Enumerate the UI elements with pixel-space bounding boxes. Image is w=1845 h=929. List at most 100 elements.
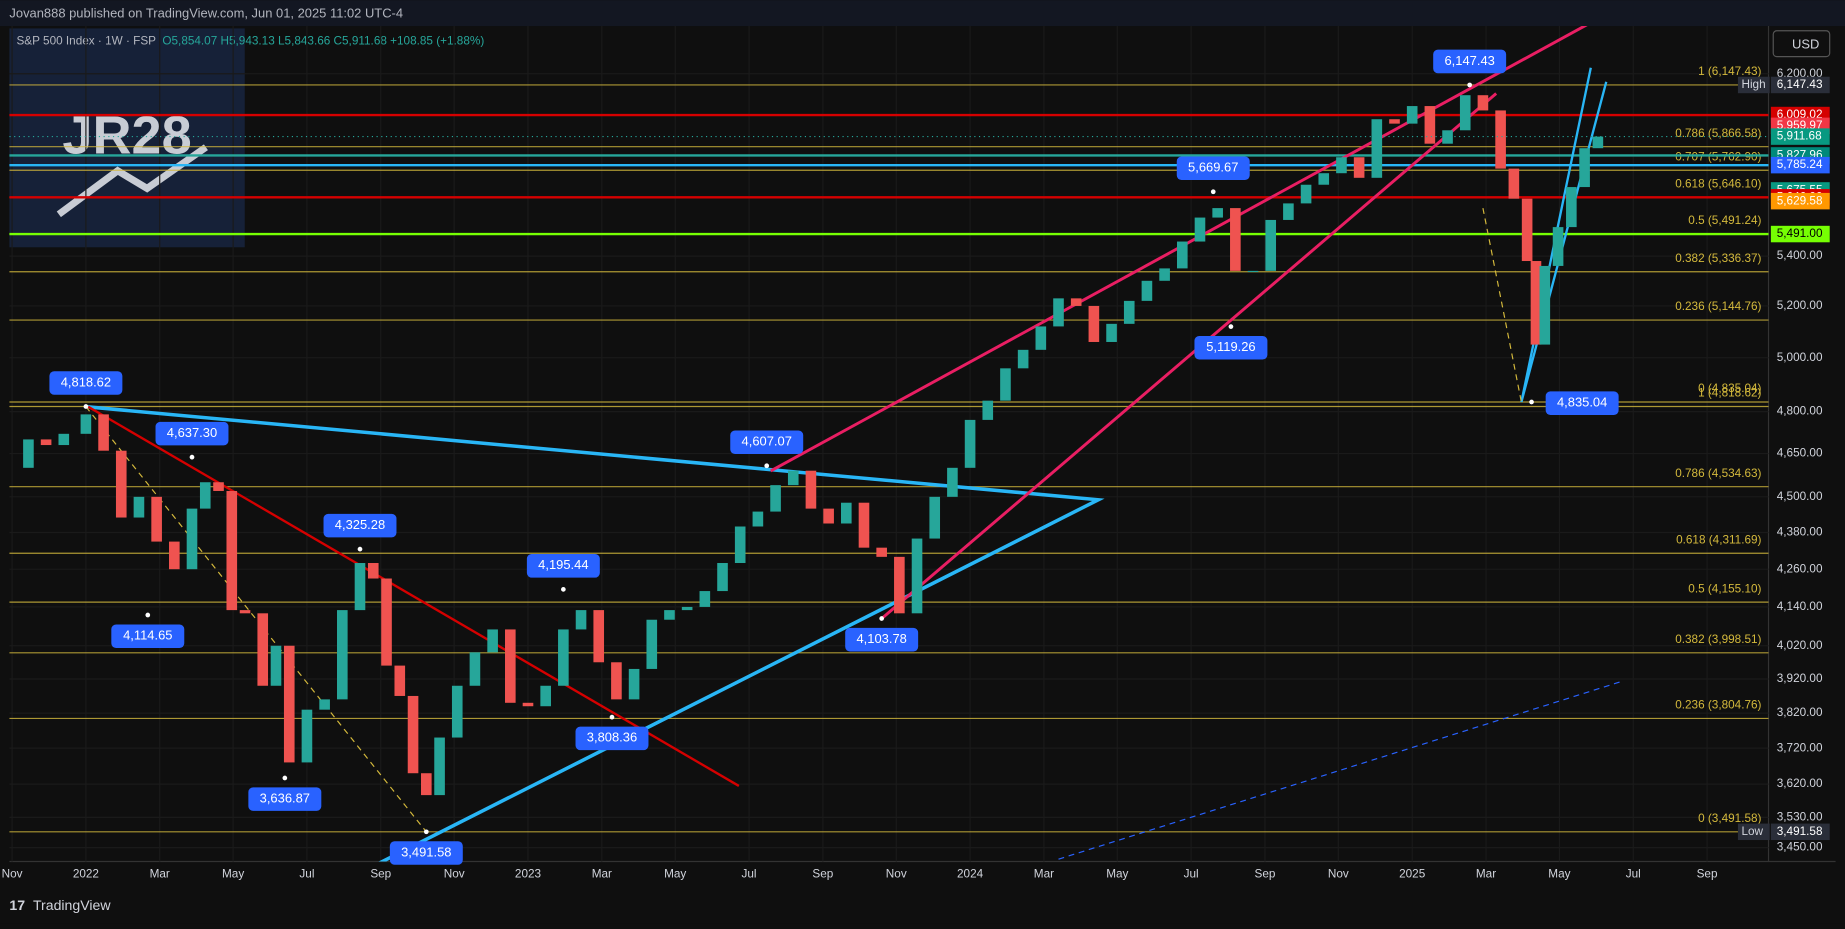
- fib-label: 0.5 (4,155.10): [1688, 582, 1761, 595]
- candle: [1053, 298, 1064, 327]
- fib-label: 0.618 (5,646.10): [1675, 177, 1761, 190]
- candle: [367, 563, 379, 579]
- annotation-point: [83, 404, 89, 409]
- candle: [133, 496, 145, 518]
- candle: [858, 502, 870, 548]
- x-tick-label: Nov: [1328, 868, 1349, 881]
- x-tick-label: Mar: [592, 868, 612, 881]
- candle: [283, 645, 295, 763]
- x-tick-label: 2025: [1399, 868, 1426, 881]
- candle: [337, 610, 348, 700]
- x-tick-label: Nov: [2, 868, 23, 881]
- candle: [1265, 219, 1277, 271]
- candle: [752, 511, 764, 527]
- y-tick-label: 5,000.00: [1777, 351, 1823, 364]
- x-tick-label: 2023: [515, 868, 542, 881]
- candle: [434, 737, 445, 796]
- candle: [1318, 173, 1330, 185]
- x-tick-label: Mar: [1476, 868, 1496, 881]
- ohlc: O5,854.07 H5,943.13 L5,843.66 C5,911.68 …: [162, 34, 484, 47]
- y-tick-label: 6,200.00: [1777, 67, 1823, 80]
- fib-label: 0 (3,491.58): [1698, 812, 1761, 825]
- y-tick-label: 3,450.00: [1777, 841, 1823, 854]
- candle: [1530, 261, 1542, 345]
- candle: [301, 709, 313, 763]
- candle: [257, 613, 269, 686]
- candle: [421, 773, 432, 796]
- price-badge: [1770, 156, 1830, 174]
- annotation-box: [155, 421, 229, 446]
- annotation-point: [764, 463, 770, 469]
- candle: [558, 629, 569, 686]
- candle: [270, 645, 282, 686]
- candle: [1353, 157, 1365, 178]
- x-tick-label: Sep: [370, 868, 391, 881]
- footer-brand: TradingView: [33, 897, 111, 913]
- publisher: Jovan888 published on TradingView.com, J…: [9, 6, 403, 21]
- top-bar: [0, 0, 1845, 27]
- annotation-label: 3,491.58: [401, 844, 451, 859]
- annotation-point: [1228, 324, 1234, 329]
- candle: [80, 414, 92, 434]
- y-tick-label: 4,800.00: [1777, 405, 1823, 418]
- y-tick-label: 4,020.00: [1777, 639, 1823, 652]
- annotation-label: 5,669.67: [1188, 160, 1238, 175]
- price-badge: [1770, 192, 1830, 210]
- candle: [929, 496, 941, 539]
- fib-label: 0.236 (5,144.76): [1675, 300, 1761, 313]
- trend-line: [1482, 207, 1522, 403]
- annotation-box: [1433, 49, 1507, 74]
- annotation-point: [189, 454, 195, 460]
- annotation-label: 4,114.65: [123, 628, 172, 643]
- candle: [1495, 110, 1506, 169]
- badge-tag: [1737, 76, 1770, 94]
- annotation-label: 4,325.28: [335, 517, 385, 532]
- annotation-point: [357, 546, 363, 552]
- x-tick-label: May: [664, 868, 686, 881]
- candle: [213, 482, 224, 491]
- trend-line: [87, 405, 740, 787]
- candle: [699, 591, 711, 607]
- y-tick-label: 3,820.00: [1777, 706, 1823, 719]
- candle: [964, 419, 976, 468]
- candle: [628, 668, 640, 700]
- x-tick-label: Sep: [812, 868, 833, 881]
- currency-box[interactable]: [1772, 30, 1831, 58]
- candle: [1566, 187, 1577, 228]
- annotation-box: [49, 371, 123, 395]
- candle: [58, 433, 70, 446]
- annotation-label: 4,637.30: [167, 425, 217, 440]
- candle: [1389, 119, 1400, 124]
- annotation-label: 3,636.87: [260, 791, 310, 806]
- currency[interactable]: USD: [1792, 36, 1819, 51]
- candle: [319, 699, 330, 710]
- annotation-box: [526, 554, 600, 578]
- annotation-box: [1176, 156, 1250, 181]
- candle: [611, 662, 622, 700]
- x-tick-label: Jul: [1184, 868, 1199, 881]
- candle: [664, 610, 675, 620]
- candle: [1283, 203, 1294, 220]
- y-tick-label: 3,620.00: [1777, 777, 1823, 790]
- candle: [394, 665, 406, 696]
- candle: [407, 695, 419, 774]
- candle: [354, 563, 366, 611]
- x-tick-label: May: [222, 868, 244, 881]
- annotation-label: 4,607.07: [742, 434, 792, 449]
- candle: [98, 414, 109, 451]
- candle: [381, 578, 392, 666]
- candle: [1579, 148, 1590, 188]
- candle: [1194, 217, 1206, 242]
- y-tick-label: 4,140.00: [1777, 600, 1823, 613]
- x-tick-label: May: [1106, 868, 1128, 881]
- annotation-label: 6,147.43: [1444, 53, 1494, 68]
- candle: [522, 702, 534, 707]
- candle: [1159, 268, 1170, 281]
- candle: [1106, 323, 1117, 342]
- annotation-label: 5,119.26: [1206, 339, 1255, 354]
- candle: [186, 508, 198, 570]
- annotation-box: [730, 430, 804, 455]
- candle: [734, 526, 746, 564]
